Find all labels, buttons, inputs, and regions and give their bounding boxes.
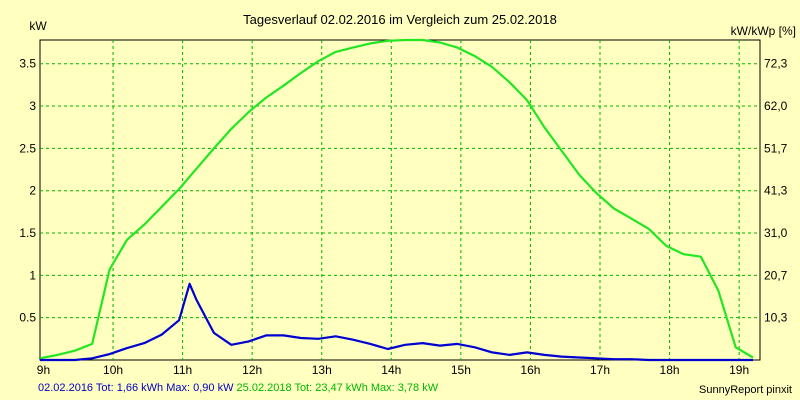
x-tick-label: 17h [590, 363, 610, 377]
grid [40, 40, 760, 360]
y-tick-label-left: 2.5 [19, 141, 36, 155]
x-tick-label: 10h [103, 363, 123, 377]
y-tick-label-left: 1.5 [19, 226, 36, 240]
x-tick-label: 19h [729, 363, 749, 377]
y-axis-label-left: kW [29, 19, 47, 33]
footer-legend: 02.02.2016 Tot: 1,66 kWh Max: 0,90 kW 25… [38, 382, 438, 394]
y-tick-label-right: 72,3 [764, 57, 788, 71]
y-tick-label-left: 1 [29, 268, 36, 282]
x-tick-label: 15h [451, 363, 471, 377]
legend-series-2016: 02.02.2016 Tot: 1,66 kWh Max: 0,90 kW [38, 382, 234, 394]
y-tick-label-right: 10,3 [764, 311, 788, 325]
axis-ticks: 9h 10h 11h 12h 13h 14h 15h 16h 17h 18h 19h 0.5 10,3 1… [19, 57, 787, 377]
plot-area [39, 39, 761, 361]
x-tick-label: 16h [520, 363, 540, 377]
series-lines [39, 38, 754, 362]
series-line-25.02.2018 [39, 38, 754, 360]
x-tick-label: 11h [173, 363, 192, 377]
x-tick-label: 9h [37, 363, 50, 377]
chart-title: Tagesverlauf 02.02.2016 im Vergleich zum… [243, 12, 557, 27]
y-tick-label-left: 3 [29, 99, 36, 113]
y-tick-label-right: 62,0 [764, 99, 788, 113]
y-tick-label-left: 0.5 [19, 311, 36, 325]
y-tick-label-right: 31,0 [764, 226, 788, 240]
y-axis-label-right: kW/kWp [%] [731, 24, 796, 38]
x-tick-label: 13h [312, 363, 332, 377]
y-tick-label-right: 41,3 [764, 184, 788, 198]
series-line-02.02.2016 [40, 282, 753, 362]
y-tick-label-left: 2 [29, 184, 36, 198]
x-tick-label: 12h [242, 363, 262, 377]
x-tick-label: 14h [381, 363, 401, 377]
y-tick-label-right: 51,7 [764, 141, 788, 155]
legend-series-2018: 25.02.2018 Tot: 23,47 kWh Max: 3,78 kW [236, 382, 439, 394]
y-tick-label-left: 3.5 [19, 57, 36, 71]
x-tick-label: 18h [660, 363, 680, 377]
y-tick-label-right: 20,7 [764, 268, 788, 282]
credit-text: SunnyReport pinxit [699, 384, 792, 396]
